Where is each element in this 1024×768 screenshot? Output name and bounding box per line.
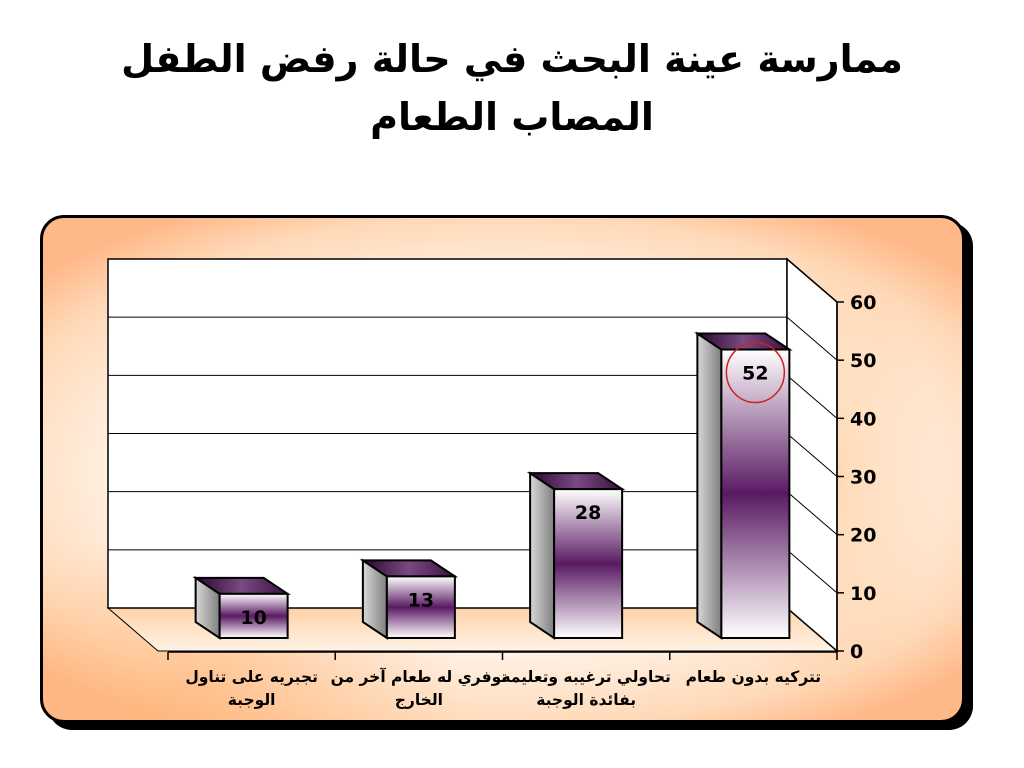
category-label-line: توفري له طعام آخر من xyxy=(331,667,508,687)
title-line-2: المصاب الطعام xyxy=(370,95,654,139)
bar xyxy=(385,575,456,640)
category-axis: تتركيه بدون طعام تحاولي ترغيبه وتعليمه بفا… xyxy=(167,652,838,709)
bar xyxy=(720,348,791,639)
bar-side xyxy=(696,331,723,640)
y-tick-label: 0 xyxy=(850,641,863,663)
category-label: توفري له طعام آخر من الخارج xyxy=(331,667,508,709)
bar-side xyxy=(529,471,556,640)
category-label-line: الخارج xyxy=(395,691,443,709)
bar xyxy=(553,488,624,639)
gridline-side xyxy=(786,491,838,536)
title-line-1: ممارسة عينة البحث في حالة رفض الطفل xyxy=(121,37,903,81)
data-label: 10 xyxy=(240,607,266,629)
gridline-side xyxy=(786,374,838,419)
bar xyxy=(218,592,289,639)
data-label: 52 xyxy=(742,363,768,385)
category-label-line: بفائدة الوجبة xyxy=(536,691,636,709)
bars-group: 52 28 13 10 xyxy=(192,331,793,640)
data-label: 13 xyxy=(408,589,434,611)
category-label-line: تجبريه على تناول xyxy=(185,668,318,686)
gridline-side xyxy=(786,433,838,477)
value-axis: 0 10 20 30 40 50 60 xyxy=(168,292,876,663)
category-label-line: الوجبة xyxy=(228,691,276,709)
value-highlight-circle xyxy=(725,341,786,404)
data-label: 28 xyxy=(575,502,601,524)
y-tick-label: 10 xyxy=(850,583,876,605)
category-label: تتركيه بدون طعام xyxy=(686,668,822,686)
gridline-side xyxy=(786,316,838,361)
category-label-line: تتركيه بدون طعام xyxy=(686,668,822,686)
y-tick-label: 20 xyxy=(850,525,876,547)
y-tick-label: 40 xyxy=(850,408,876,430)
y-tick-label: 60 xyxy=(850,292,876,314)
gridline-side xyxy=(786,549,838,594)
category-label: تجبريه على تناول الوجبة xyxy=(185,668,318,709)
y-tick-label: 50 xyxy=(850,350,876,372)
y-tick-label: 30 xyxy=(850,467,876,489)
gridline-side xyxy=(786,258,838,303)
category-label: تحاولي ترغيبه وتعليمه بفائدة الوجبة xyxy=(501,668,671,709)
category-label-line: تحاولي ترغيبه وتعليمه xyxy=(501,668,671,687)
chart-title: ممارسة عينة البحث في حالة رفض الطفل المص… xyxy=(0,30,1024,146)
